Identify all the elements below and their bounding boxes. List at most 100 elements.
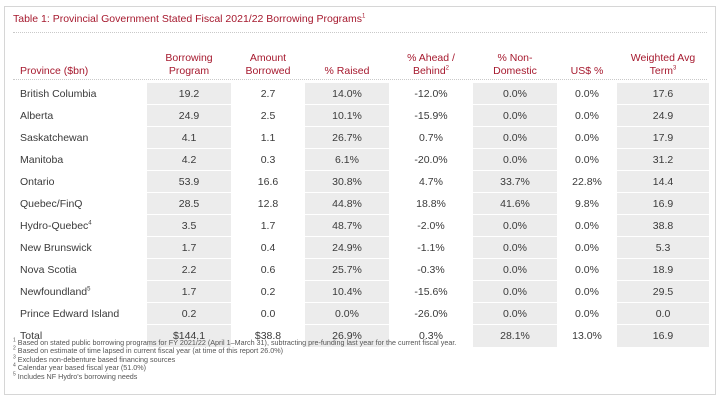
cell-borrowed: 1.7 [231,214,305,237]
cell-province: British Columbia [13,83,147,105]
cell-program: 1.7 [147,280,231,303]
footnote: 2 Based on estimate of time lapsed in cu… [13,346,284,356]
header-percent-non-domestic: % Non-Domestic [493,52,537,77]
title-divider [13,32,707,33]
header-borrowing-program: Borrowing Program [165,52,213,77]
cell-raised: 0.0% [305,302,389,325]
cell-borrowed: 1.1 [231,126,305,149]
total-borrowed: $38.8 [231,324,305,348]
cell-usd: 9.8% [557,192,617,215]
cell-program: 2.2 [147,258,231,281]
header-amount-borrowed: Amount Borrowed [245,52,291,77]
cell-term: 24.9 [617,104,709,127]
header-weighted-avg-term: Weighted Avg Term3 [630,52,696,77]
cell-borrowed: 0.3 [231,148,305,171]
cell-program: 3.5 [147,214,231,237]
cell-non-domestic: 33.7% [473,170,557,193]
table-row: Prince Edward Island 0.2 0.0 0.0% -26.0% 0.0%… [13,302,709,325]
cell-program: 4.1 [147,126,231,149]
cell-ahead: 4.7% [389,170,473,193]
cell-province: Newfoundland5 [13,280,147,303]
cell-borrowed: 0.0 [231,302,305,325]
cell-ahead: -1.1% [389,236,473,259]
cell-ahead: -15.9% [389,104,473,127]
header-province: Province ($bn) [20,65,89,77]
cell-raised: 10.1% [305,104,389,127]
cell-non-domestic: 0.0% [473,236,557,259]
table-row: Quebec/FinQ 28.5 12.8 44.8% 18.8% 41.6% 9.8% 16… [13,192,709,215]
cell-non-domestic: 0.0% [473,104,557,127]
cell-ahead: 0.7% [389,126,473,149]
table-row: Alberta 24.9 2.5 10.1% -15.9% 0.0% 0.0% 24.9 [13,104,709,127]
cell-program: 53.9 [147,170,231,193]
cell-term: 18.9 [617,258,709,281]
cell-raised: 25.7% [305,258,389,281]
cell-usd: 0.0% [557,148,617,171]
header-row: Province ($bn) Borrowing Program Amount … [13,38,709,83]
cell-raised: 44.8% [305,192,389,215]
cell-non-domestic: 0.0% [473,83,557,105]
table-title: Table 1: Provincial Government Stated Fi… [13,13,365,25]
table-row: Hydro-Quebec4 3.5 1.7 48.7% -2.0% 0.0% 0.0% 38.… [13,214,709,237]
total-row: Total $144.1 $38.8 26.9% 0.3% 28.1% 13.0… [13,324,709,348]
table-row: Newfoundland5 1.7 0.2 10.4% -15.6% 0.0% 0.0% 29… [13,280,709,303]
cell-non-domestic: 0.0% [473,126,557,149]
cell-raised: 30.8% [305,170,389,193]
cell-ahead: -2.0% [389,214,473,237]
cell-ahead: -0.3% [389,258,473,281]
cell-province: Nova Scotia [13,258,147,281]
cell-province: Prince Edward Island [13,302,147,325]
header-percent-raised: % Raised [324,65,370,77]
footnote: 5 Includes NF Hydro's borrowing needs [13,371,138,381]
cell-borrowed: 0.2 [231,280,305,303]
cell-raised: 14.0% [305,83,389,105]
cell-term: 17.9 [617,126,709,149]
cell-term: 38.8 [617,214,709,237]
cell-province: Manitoba [13,148,147,171]
header-divider [13,79,707,80]
cell-program: 0.2 [147,302,231,325]
cell-province: Quebec/FinQ [13,192,147,215]
cell-non-domestic: 0.0% [473,148,557,171]
cell-term: 17.6 [617,83,709,105]
cell-term: 0.0 [617,302,709,325]
total-label: Total [13,324,147,348]
table-row: Nova Scotia 2.2 0.6 25.7% -0.3% 0.0% 0.0% 18.9 [13,258,709,281]
cell-borrowed: 0.6 [231,258,305,281]
cell-non-domestic: 0.0% [473,214,557,237]
cell-borrowed: 2.7 [231,83,305,105]
cell-non-domestic: 0.0% [473,258,557,281]
cell-term: 29.5 [617,280,709,303]
cell-non-domestic: 41.6% [473,192,557,215]
cell-non-domestic: 0.0% [473,302,557,325]
cell-borrowed: 12.8 [231,192,305,215]
cell-province: Alberta [13,104,147,127]
cell-ahead: -12.0% [389,83,473,105]
cell-province: Saskatchewan [13,126,147,149]
cell-usd: 0.0% [557,302,617,325]
footnotes: 1 Based on stated public borrowing progr… [13,337,703,381]
cell-program: 24.9 [147,104,231,127]
cell-term: 5.3 [617,236,709,259]
cell-ahead: -20.0% [389,148,473,171]
borrowing-table: Province ($bn) Borrowing Program Amount … [13,38,709,348]
cell-raised: 26.7% [305,126,389,149]
total-ahead: 0.3% [389,324,473,348]
cell-term: 31.2 [617,148,709,171]
total-raised: 26.9% [305,324,389,348]
table-panel: Table 1: Provincial Government Stated Fi… [4,6,716,395]
footnote: 1 Based on stated public borrowing progr… [13,337,457,347]
cell-ahead: -15.6% [389,280,473,303]
cell-term: 14.4 [617,170,709,193]
total-program: $144.1 [147,324,231,348]
total-term: 16.9 [617,324,709,348]
cell-usd: 0.0% [557,280,617,303]
cell-usd: 0.0% [557,214,617,237]
cell-usd: 0.0% [557,83,617,105]
footnote: 4 Calendar year based fiscal year (51.0%… [13,362,147,373]
header-usd-percent: US$ % [570,65,604,77]
table-row: Saskatchewan 4.1 1.1 26.7% 0.7% 0.0% 0.0% 17.9 [13,126,709,149]
cell-non-domestic: 0.0% [473,280,557,303]
cell-usd: 0.0% [557,258,617,281]
cell-usd: 0.0% [557,104,617,127]
